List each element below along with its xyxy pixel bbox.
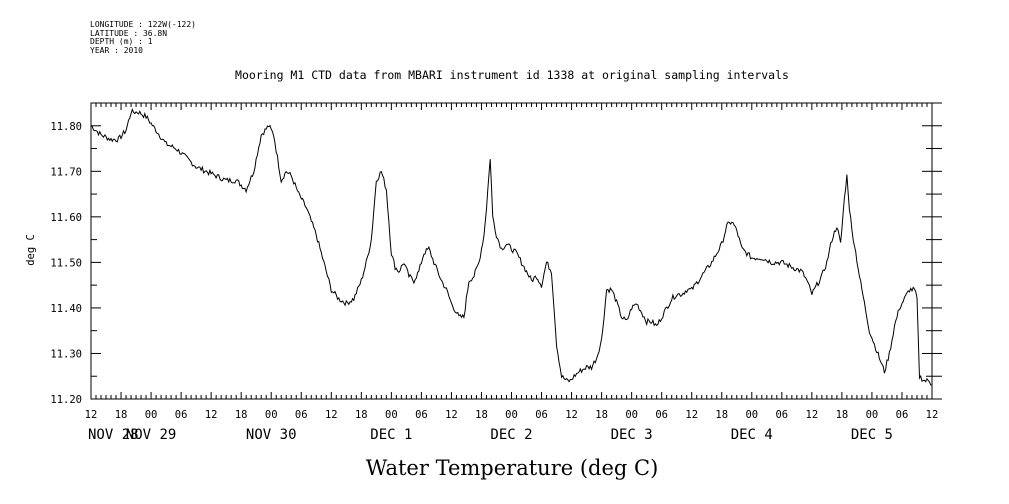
tick-marks [90, 102, 942, 400]
y-tick-label: 11.40 [50, 303, 82, 315]
x-tick-label: 00 [145, 409, 158, 421]
x-tick-label: 06 [655, 409, 668, 421]
x-tick-label: 06 [295, 409, 308, 421]
series-line [90, 108, 933, 386]
y-tick-label: 11.50 [50, 257, 82, 269]
x-date-label: DEC 5 [851, 427, 893, 443]
chart-title: Mooring M1 CTD data from MBARI instrumen… [235, 68, 789, 82]
y-tick-label: 11.60 [50, 212, 82, 224]
x-date-label: NOV 28 [88, 427, 139, 443]
x-tick-label: 12 [85, 409, 98, 421]
x-tick-label: 00 [745, 409, 758, 421]
x-tick-label: 12 [205, 409, 218, 421]
x-tick-label: 18 [355, 409, 368, 421]
metadata-block: LONGITUDE : 122W(-122) LATITUDE : 36.8N … [90, 20, 196, 55]
y-tick-label: 11.80 [50, 121, 82, 133]
x-tick-label: 18 [595, 409, 608, 421]
x-tick-label: 06 [775, 409, 788, 421]
x-tick-label: 12 [325, 409, 338, 421]
x-date-label: DEC 3 [611, 427, 653, 443]
plot-frame [90, 102, 933, 400]
x-tick-label: 12 [926, 409, 939, 421]
x-date-label: DEC 2 [490, 427, 532, 443]
latitude-text: LATITUDE : 36.8N [90, 28, 168, 38]
x-date-label: DEC 1 [370, 427, 412, 443]
x-date-label: DEC 4 [731, 427, 773, 443]
x-tick-label: 00 [625, 409, 638, 421]
x-axis-title: Water Temperature (deg C) [366, 456, 659, 480]
x-date-label: NOV 29 [126, 427, 177, 443]
x-tick-label: 12 [565, 409, 578, 421]
x-tick-label: 00 [385, 409, 398, 421]
y-tick-label: 11.70 [50, 166, 82, 178]
year-text: YEAR : 2010 [90, 45, 143, 55]
x-tick-label: 18 [235, 409, 248, 421]
y-axis-label: deg C [25, 234, 37, 266]
x-date-label: NOV 30 [246, 427, 297, 443]
x-tick-label: 18 [115, 409, 128, 421]
x-tick-label: 12 [445, 409, 458, 421]
y-tick-label: 11.20 [50, 394, 82, 406]
x-tick-label: 00 [265, 409, 278, 421]
x-tick-label: 18 [715, 409, 728, 421]
tick-labels: 12 18 00 06 12 18 00 06 12 18 00 06 12 18 00 06 12 18 00 06… [50, 121, 938, 443]
x-tick-label: 18 [836, 409, 849, 421]
depth-text: DEPTH (m) : 1 [90, 37, 153, 47]
longitude-text: LONGITUDE : 122W(-122) [90, 20, 196, 29]
x-tick-label: 18 [475, 409, 488, 421]
x-tick-label: 12 [685, 409, 698, 421]
x-tick-label: 00 [866, 409, 879, 421]
x-tick-label: 00 [505, 409, 518, 421]
x-tick-label: 06 [896, 409, 909, 421]
x-tick-label: 12 [806, 409, 819, 421]
x-tick-label: 06 [535, 409, 548, 421]
x-tick-label: 06 [415, 409, 428, 421]
x-tick-label: 06 [175, 409, 188, 421]
y-tick-label: 11.30 [50, 348, 82, 360]
